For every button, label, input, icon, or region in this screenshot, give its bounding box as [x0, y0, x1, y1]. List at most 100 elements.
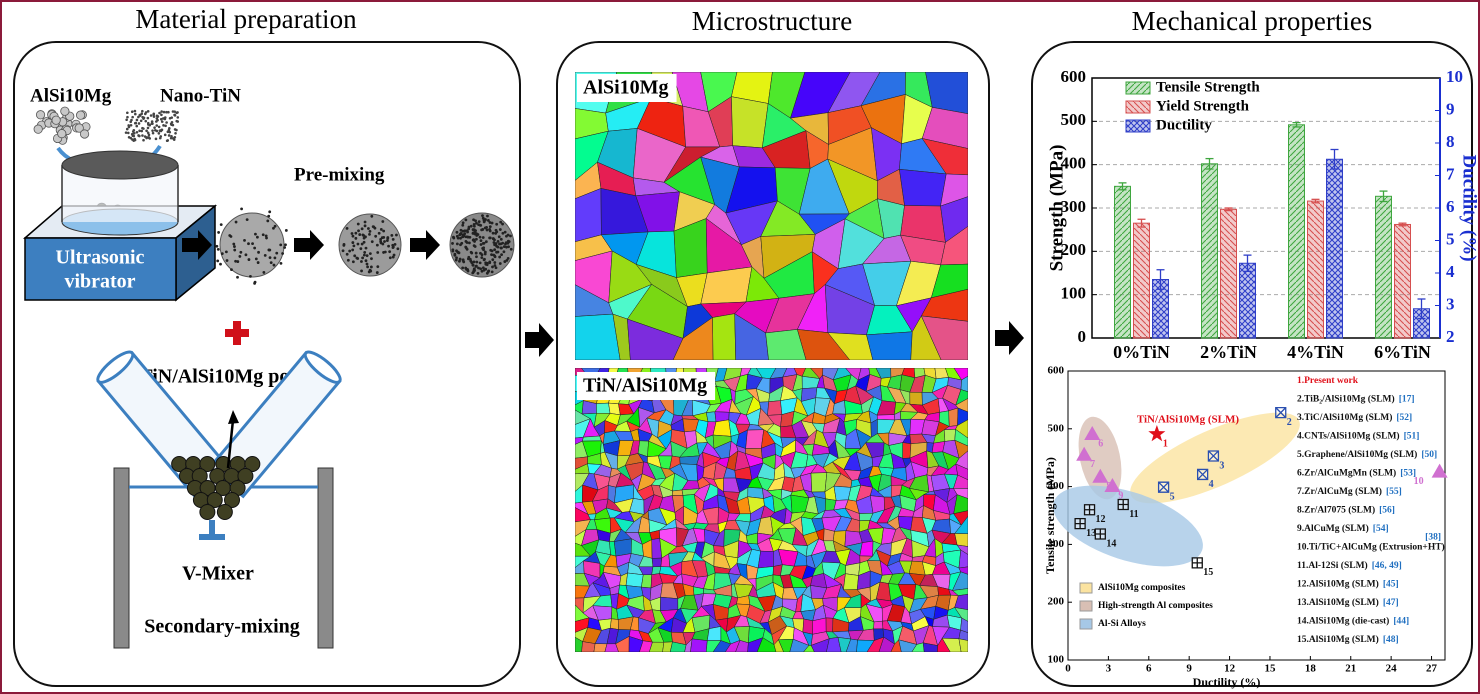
nano-particle [243, 239, 246, 242]
reference: 8.Zr/Al7075 (SLM)[56] [1297, 505, 1395, 516]
nano-particle [283, 246, 286, 249]
legend-label: Ductility [1156, 117, 1212, 133]
nano-particle [376, 265, 379, 268]
point [1192, 558, 1202, 568]
reference-text: 4.CNTs/AlSi10Mg (SLM) [1297, 431, 1400, 442]
bar [1308, 201, 1324, 338]
reference-text: 2.TiB₂/AlSi10Mg (SLM) [1297, 394, 1395, 405]
legend-swatch [1080, 619, 1092, 629]
nano-particle [456, 242, 459, 245]
nano-particle [483, 258, 486, 261]
legend-label: Al-Si Alloys [1098, 619, 1146, 629]
nano-particle [491, 270, 494, 273]
nano-particle [273, 264, 276, 267]
nano-particle [155, 138, 158, 141]
nano-particle [370, 266, 373, 269]
nano-particle [148, 137, 151, 140]
nano-particle [369, 270, 372, 273]
nano-particle [158, 126, 161, 129]
grain [758, 551, 773, 568]
nano-particle [155, 120, 158, 123]
reference-text: 8.Zr/Al7075 (SLM) [1297, 505, 1375, 516]
nano-particle [134, 139, 137, 142]
y2-tick-label: 10 [1446, 67, 1463, 86]
nano-particle [361, 234, 364, 237]
nano-particle [475, 261, 478, 264]
nano-particle [137, 134, 140, 137]
y2-tick-label: 5 [1446, 229, 1455, 248]
nano-particle [161, 129, 164, 132]
nano-particle [346, 253, 349, 256]
grain [731, 97, 768, 148]
label: Secondary-mixing [144, 616, 300, 638]
nano-particle [460, 229, 463, 232]
nano-particle [236, 276, 239, 279]
nano-particle [267, 249, 270, 252]
nano-particle [170, 123, 173, 126]
reference-number: [46, 49] [1372, 561, 1402, 571]
nano-particle [379, 238, 382, 241]
legend-swatch [1126, 101, 1150, 113]
bar [1240, 263, 1256, 338]
plus-sign [233, 321, 241, 345]
nano-particle [365, 247, 368, 250]
nano-particle [280, 262, 283, 265]
nano-particle [489, 236, 492, 239]
nano-particle [267, 215, 270, 218]
nano-particle [507, 257, 510, 260]
reference: 15.AlSi10Mg (SLM)[48] [1297, 634, 1399, 645]
nano-particle [366, 254, 369, 257]
nano-particle [481, 253, 484, 256]
nano-particle [452, 236, 455, 239]
nano-particle [150, 114, 153, 117]
nano-particle [480, 229, 483, 232]
grain [874, 621, 883, 629]
reference-number: [50] [1421, 450, 1437, 460]
grain [652, 558, 662, 567]
nano-particle [491, 222, 494, 225]
nano-particle [477, 267, 480, 270]
nano-particle [497, 246, 500, 249]
nano-particle [478, 224, 481, 227]
point-label: 13 [1086, 528, 1096, 539]
point [1276, 408, 1286, 418]
nano-particle [396, 247, 399, 250]
bar [1289, 125, 1305, 338]
grain [614, 539, 631, 556]
nano-particle [168, 134, 171, 137]
nano-particle [489, 230, 492, 233]
nano-particle [376, 251, 379, 254]
nano-particle [461, 266, 464, 269]
nano-particle [475, 265, 478, 268]
nano-particle [480, 239, 483, 242]
nano-particle [239, 251, 242, 254]
point-label: 6 [1098, 438, 1103, 449]
nano-particle [360, 270, 363, 273]
reference-number: [48] [1383, 635, 1399, 645]
nano-particle [382, 251, 385, 254]
nano-particle [458, 251, 461, 254]
figure: Material preparation Microstructure Mech… [0, 0, 1480, 694]
x-tick-label: 6 [1146, 663, 1152, 675]
annotation: TiN/AlSi10Mg (SLM) [1137, 414, 1240, 426]
nano-particle [482, 217, 485, 220]
nano-particle [134, 122, 137, 125]
nano-particle [351, 241, 354, 244]
y2-tick-label: 4 [1446, 262, 1455, 281]
nano-particle [245, 253, 248, 256]
nano-particle [174, 132, 177, 135]
nano-particle [284, 243, 287, 246]
y-tick-label: 0 [1078, 327, 1087, 346]
y2-tick-label: 3 [1446, 294, 1455, 313]
nano-particle [498, 256, 501, 259]
nano-particle [142, 139, 145, 142]
nano-particle [160, 110, 163, 113]
x-tick-label: 4%TiN [1287, 342, 1344, 362]
nano-particle [135, 125, 138, 128]
grain [641, 575, 651, 588]
label: vibrator [64, 271, 135, 293]
x-tick-label: 24 [1386, 663, 1398, 675]
nano-particle [392, 238, 395, 241]
nano-particle [354, 232, 357, 235]
nano-particle [219, 263, 222, 266]
